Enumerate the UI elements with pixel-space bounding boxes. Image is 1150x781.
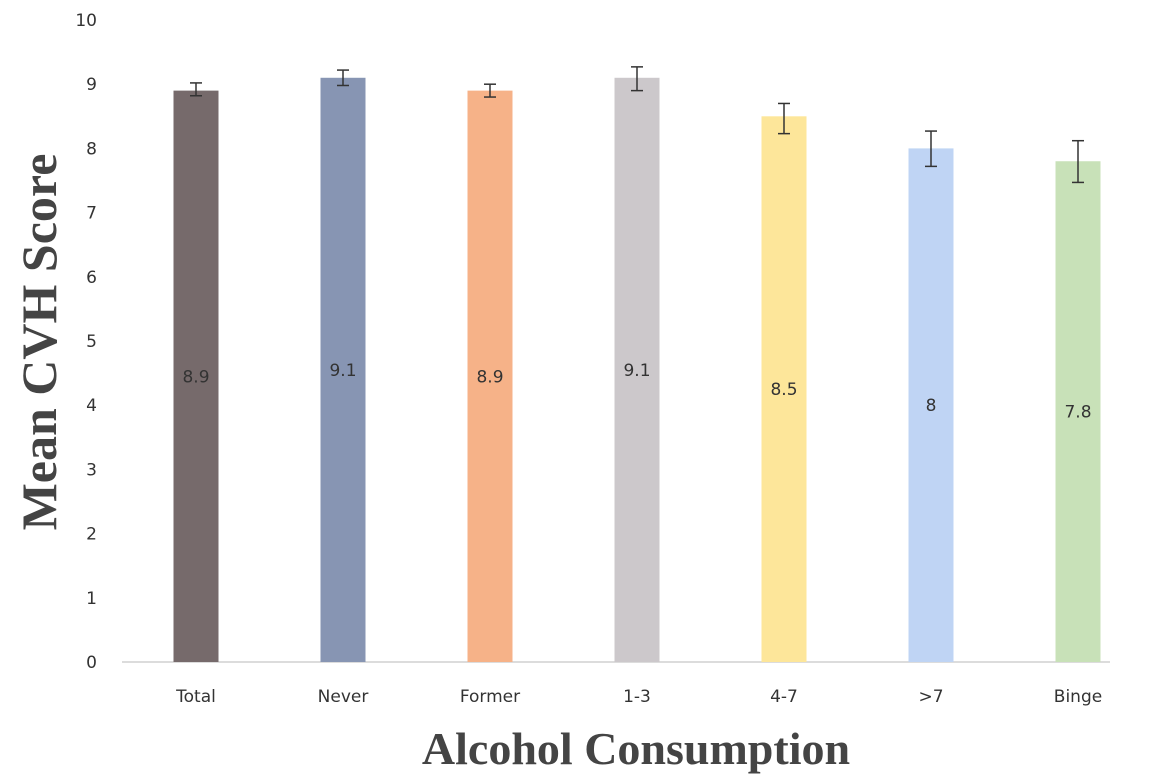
- error-bar: [337, 69, 349, 87]
- data-label: 8.9: [182, 367, 209, 387]
- y-tick-label: 2: [86, 525, 97, 545]
- error-bar: [1072, 139, 1084, 184]
- y-tick-label: 6: [86, 268, 97, 288]
- x-tick-label: Former: [460, 687, 520, 707]
- error-bar: [631, 66, 643, 92]
- x-axis-title: Alcohol Consumption: [422, 723, 850, 774]
- y-tick-label: 4: [86, 396, 97, 416]
- x-tick-label: >7: [918, 687, 943, 707]
- error-bar: [925, 130, 937, 168]
- bar: [320, 77, 366, 662]
- data-label: 8.9: [476, 367, 503, 387]
- y-tick-label: 3: [86, 460, 97, 480]
- bars: [173, 77, 1101, 663]
- error-bar: [778, 102, 790, 135]
- error-bars: [190, 66, 1084, 184]
- data-labels: 8.9 9.1 8.9 9.1 8.5 8 7.8: [182, 361, 1091, 423]
- y-tick-label: 10: [75, 11, 97, 31]
- bar: [908, 148, 954, 662]
- x-tick-label: Never: [318, 687, 369, 707]
- error-bar: [484, 83, 496, 98]
- x-tick-label: Binge: [1054, 687, 1102, 707]
- x-tick-label: 4-7: [770, 687, 798, 707]
- error-bar: [190, 82, 202, 97]
- data-label: 7.8: [1064, 403, 1091, 423]
- y-tick-label: 7: [86, 204, 97, 224]
- y-axis-ticks: 0 1 2 3 4 5 6 7 8 9 10: [75, 11, 97, 673]
- x-tick-label: 1-3: [623, 687, 651, 707]
- y-tick-label: 9: [86, 75, 97, 95]
- y-tick-label: 8: [86, 139, 97, 159]
- data-label: 8.5: [770, 380, 797, 400]
- bar: [761, 116, 807, 663]
- y-axis-title: Mean CVH Score: [11, 154, 67, 531]
- bar: [173, 90, 219, 663]
- y-tick-label: 0: [86, 653, 97, 673]
- bar: [614, 77, 660, 662]
- y-tick-label: 1: [86, 589, 97, 609]
- y-tick-label: 5: [86, 332, 97, 352]
- data-label: 8: [926, 396, 937, 416]
- x-tick-label: Total: [175, 687, 216, 707]
- x-axis-ticks: Total Never Former 1-3 4-7 >7 Binge: [175, 687, 1102, 707]
- data-label: 9.1: [623, 361, 650, 381]
- data-label: 9.1: [329, 361, 356, 381]
- bar: [467, 90, 513, 663]
- bar: [1055, 161, 1101, 663]
